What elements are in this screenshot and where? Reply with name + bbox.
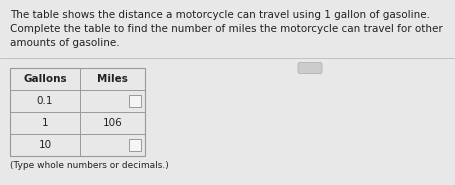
Text: Miles: Miles bbox=[97, 74, 128, 84]
Text: The table shows the distance a motorcycle can travel using 1 gallon of gasoline.: The table shows the distance a motorcycl… bbox=[10, 10, 429, 20]
Text: Complete the table to find the number of miles the motorcycle can travel for oth: Complete the table to find the number of… bbox=[10, 24, 442, 34]
Text: amounts of gasoline.: amounts of gasoline. bbox=[10, 38, 119, 48]
Text: 106: 106 bbox=[102, 118, 122, 128]
Bar bbox=[129, 139, 141, 151]
Bar bbox=[129, 95, 141, 107]
Text: 0.1: 0.1 bbox=[37, 96, 53, 106]
FancyBboxPatch shape bbox=[298, 63, 321, 73]
Text: (Type whole numbers or decimals.): (Type whole numbers or decimals.) bbox=[10, 161, 168, 170]
Text: Gallons: Gallons bbox=[23, 74, 67, 84]
Text: 1: 1 bbox=[41, 118, 48, 128]
Text: 10: 10 bbox=[38, 140, 51, 150]
Bar bbox=[10, 68, 145, 156]
